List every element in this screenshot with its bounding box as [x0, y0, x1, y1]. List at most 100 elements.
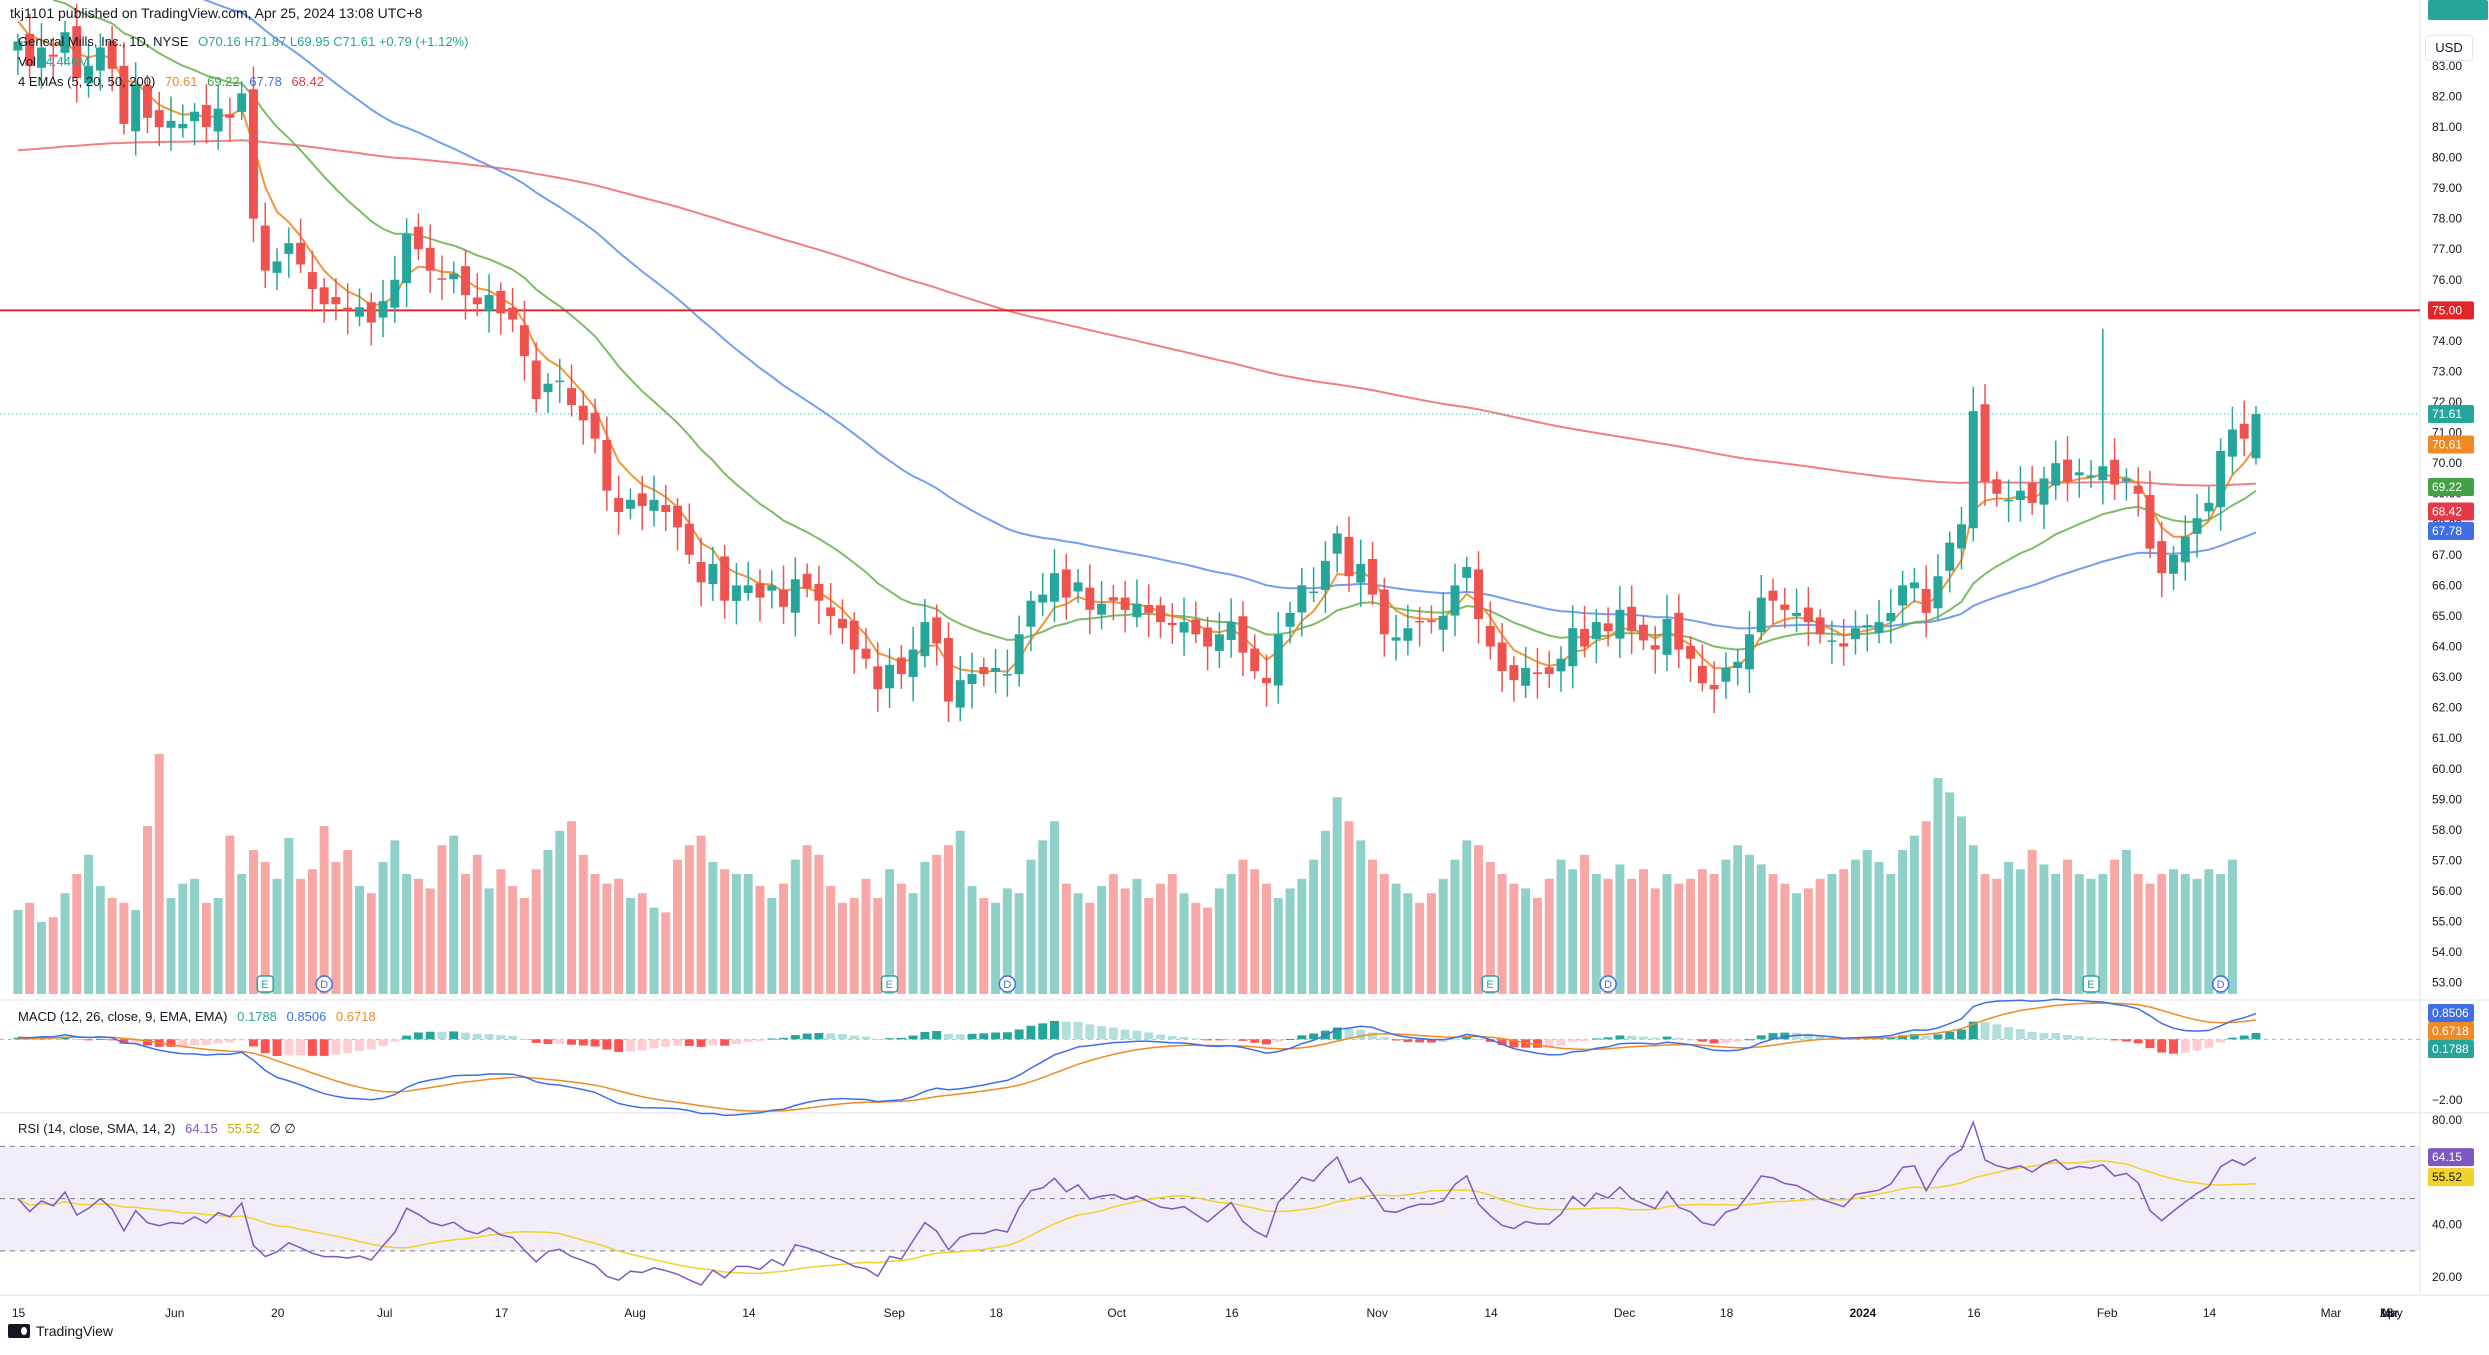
macd-histogram-bar: [2086, 1037, 2096, 1040]
candle-body: [1638, 624, 1648, 641]
macd-histogram-bar: [1462, 1037, 1472, 1040]
rsi-legend[interactable]: RSI (14, close, SMA, 14, 2) 64.15 55.52 …: [18, 1121, 302, 1137]
volume-bar: [484, 888, 494, 994]
time-tick-label: 2024: [1849, 1306, 1876, 1320]
macd-histogram-bar: [1650, 1037, 1660, 1040]
macd-histogram-bar: [767, 1038, 777, 1040]
volume-bar: [1697, 869, 1707, 994]
price-tick-label: 57.00: [2432, 853, 2462, 867]
time-tick-label: Feb: [2097, 1306, 2118, 1320]
macd-histogram-bar: [1627, 1035, 1637, 1040]
earnings-marker: [256, 975, 275, 993]
candle-body: [543, 383, 553, 393]
volume-bar: [131, 910, 141, 994]
volume-bar: [1120, 888, 1130, 994]
volume-bar: [708, 862, 718, 994]
candle-body: [1073, 582, 1083, 592]
volume-bar: [1474, 845, 1484, 994]
candle-body: [2192, 518, 2202, 534]
volume-bar: [1638, 869, 1648, 994]
macd-histogram-bar: [1191, 1038, 1201, 1040]
macd-histogram-bar: [1638, 1036, 1648, 1040]
macd-histogram-bar: [225, 1039, 235, 1043]
candle-body: [2051, 463, 2061, 486]
ema50-value: 67.78: [249, 74, 282, 89]
footer-brand: TradingView: [8, 1323, 113, 1339]
volume-bar: [2133, 874, 2143, 994]
macd-histogram-bar: [967, 1033, 977, 1040]
macd-histogram-bar: [284, 1039, 294, 1056]
candle-body: [720, 556, 730, 601]
macd-histogram-bar: [1992, 1024, 2002, 1040]
candle-body: [2121, 478, 2131, 482]
macd-histogram-bar: [1085, 1024, 1095, 1040]
volume-bar: [1862, 850, 1872, 994]
ema-legend[interactable]: 4 EMAs (5, 20, 50, 200) 70.61 69.22 67.7…: [18, 74, 330, 89]
macd-histogram-bar: [1780, 1032, 1790, 1040]
volume-bar: [1792, 893, 1802, 994]
macd-histogram-bar: [190, 1039, 200, 1046]
rsi-axis-badge-label: 64.15: [2432, 1150, 2462, 1164]
macd-histogram-bar: [249, 1039, 258, 1047]
price-tick-label: 78.00: [2432, 212, 2462, 226]
volume-bar: [1615, 864, 1625, 994]
candle-body: [578, 405, 588, 421]
candle-body: [1674, 612, 1684, 650]
time-tick-label: 15: [12, 1306, 26, 1320]
candle-body: [2204, 502, 2214, 512]
macd-histogram-bar: [920, 1032, 930, 1040]
time-tick-label: Dec: [1614, 1306, 1635, 1320]
price-tick-label: 58.00: [2432, 823, 2462, 837]
rsi-line: [17, 1119, 2257, 1286]
dividend-marker-label: D: [1604, 979, 1612, 991]
macd-histogram-bar: [413, 1032, 423, 1040]
candle-body: [2004, 499, 2014, 502]
candle-body: [2110, 459, 2120, 485]
volume-bar: [1002, 888, 1012, 994]
macd-histogram-bar: [1050, 1020, 1059, 1040]
macd-axis-badge-label: 0.6718: [2432, 1024, 2469, 1038]
macd-legend[interactable]: MACD (12, 26, close, 9, EMA, EMA) 0.1788…: [18, 1009, 382, 1024]
volume-bar: [896, 883, 906, 994]
rsi-axis-badge-label: 55.52: [2432, 1170, 2462, 1184]
volume-legend[interactable]: Vol 4.446M: [18, 54, 95, 69]
macd-histogram-bar: [2169, 1039, 2178, 1054]
volume-bar: [2216, 874, 2226, 994]
currency-button[interactable]: USD: [2425, 35, 2473, 61]
time-tick-label: 18: [990, 1306, 1004, 1320]
candle-body: [1874, 622, 1884, 633]
macd-histogram-bar: [1450, 1039, 1460, 1041]
macd-histogram-bar: [166, 1039, 176, 1047]
volume-bar: [1921, 821, 1931, 994]
candle-body: [72, 26, 82, 79]
volume-bar: [1721, 859, 1731, 994]
candle-body: [166, 120, 176, 128]
candle-body: [1250, 648, 1260, 671]
macd-histogram-bar: [2051, 1033, 2061, 1040]
price-axis-badge-label: 69.22: [2432, 480, 2462, 494]
candle-body: [555, 380, 565, 383]
candle-body: [649, 499, 659, 511]
volume-bar: [496, 869, 506, 994]
volume-bar: [1815, 878, 1825, 994]
macd-histogram-bar: [1167, 1036, 1177, 1040]
volume-bar: [1803, 888, 1813, 994]
volume-bar: [967, 886, 977, 994]
volume-label: Vol: [18, 54, 37, 69]
macd-histogram-bar: [1368, 1032, 1377, 1040]
candle-body: [1167, 622, 1177, 626]
main-legend[interactable]: General Mills, Inc., 1D, NYSE O70.16 H71…: [18, 34, 474, 49]
volume-bar: [2098, 874, 2108, 994]
time-tick-label: Jun: [165, 1306, 184, 1320]
volume-bar: [1167, 874, 1177, 994]
candle-body: [1615, 609, 1625, 639]
volume-bar: [932, 854, 942, 994]
volume-bar: [767, 898, 777, 994]
candle-body: [614, 497, 624, 513]
price-tick-label: 66.00: [2432, 578, 2462, 592]
dividend-marker: [315, 975, 333, 993]
volume-bar: [1827, 874, 1837, 994]
macd-line: [17, 998, 2257, 1117]
candle-body: [1474, 569, 1484, 620]
